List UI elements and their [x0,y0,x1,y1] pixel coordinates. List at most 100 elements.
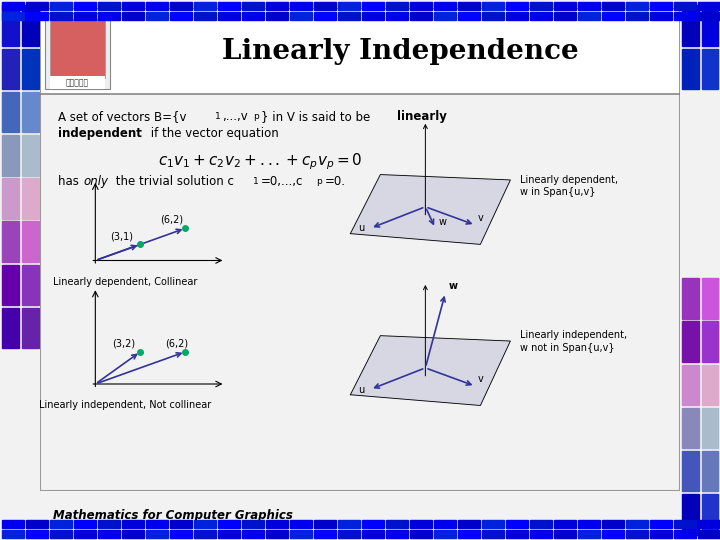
Bar [290,530,312,538]
Bar [218,520,240,528]
Bar [74,12,96,20]
Bar [74,530,96,538]
Bar [314,530,336,538]
Bar [50,19,105,78]
Bar [122,12,144,20]
Bar [578,520,600,528]
Text: the trivial solution c: the trivial solution c [112,174,234,187]
Text: u: u [359,224,364,233]
Bar [338,530,360,538]
Bar [458,530,480,538]
Bar [530,12,552,20]
Bar [194,520,216,528]
Bar [170,530,192,538]
Bar [386,12,408,20]
Bar [22,308,39,348]
Bar [22,178,39,219]
Bar [626,530,648,538]
Text: A set of vectors B={v: A set of vectors B={v [58,110,186,123]
Bar [1,135,19,176]
Bar [410,520,432,528]
Text: v: v [477,213,483,223]
Polygon shape [351,174,510,245]
Bar [602,520,624,528]
Bar [194,12,216,20]
Bar [1,5,19,46]
Bar [674,530,696,538]
Bar [45,14,110,89]
Bar [702,494,719,535]
Bar [702,278,719,319]
Bar [2,530,24,538]
Bar [698,520,720,528]
Text: (3,2): (3,2) [112,339,135,348]
Bar [410,2,432,10]
Bar [314,2,336,10]
Bar [22,135,39,176]
Bar [170,2,192,10]
Bar [410,530,432,538]
Bar [554,2,576,10]
Bar [682,321,698,362]
Bar [650,520,672,528]
Text: if the vector equation: if the vector equation [148,127,279,140]
Bar [50,76,105,89]
Bar [26,530,48,538]
Text: p: p [253,112,259,122]
Bar [578,12,600,20]
Bar [122,530,144,538]
Text: =0,...,c: =0,...,c [261,174,302,187]
Bar [98,520,120,528]
Bar [530,520,552,528]
Text: 고려대학교: 고려대학교 [66,79,89,87]
Bar [314,12,336,20]
Bar [122,2,144,10]
Bar [702,321,719,362]
Bar [290,12,312,20]
Text: 1: 1 [253,177,259,186]
Bar [682,408,698,448]
Text: w in Span{u,v}: w in Span{u,v} [521,187,596,198]
Bar [458,2,480,10]
Text: Mathematics for Computer Graphics: Mathematics for Computer Graphics [53,509,293,522]
Bar [26,12,48,20]
Bar [170,520,192,528]
Bar [1,265,19,305]
Bar [146,520,168,528]
Bar [698,12,720,20]
Bar [242,530,264,538]
Bar [22,5,39,46]
Bar [40,8,680,94]
Bar [602,12,624,20]
Text: Linearly independent, Not collinear: Linearly independent, Not collinear [39,400,212,410]
Bar [682,5,698,46]
Bar [506,2,528,10]
Bar [338,2,360,10]
Bar [626,520,648,528]
Polygon shape [351,336,510,406]
Bar [1,49,19,89]
Bar [170,12,192,20]
Bar [290,520,312,528]
Text: linearly: linearly [397,110,447,123]
Bar [482,2,504,10]
Bar [2,2,24,10]
Bar [530,2,552,10]
Bar [362,530,384,538]
Bar [702,364,719,405]
Text: (3,1): (3,1) [110,231,133,241]
Bar [242,2,264,10]
Bar [2,520,24,528]
Text: w: w [438,217,446,227]
Text: w not in Span{u,v}: w not in Span{u,v} [521,343,615,353]
Bar [98,2,120,10]
Text: p: p [316,177,322,186]
Bar [682,49,698,89]
Bar [290,2,312,10]
Bar [98,12,120,20]
Bar [266,530,288,538]
Bar [386,2,408,10]
Bar [1,221,19,262]
Bar [702,5,719,46]
Bar [362,2,384,10]
